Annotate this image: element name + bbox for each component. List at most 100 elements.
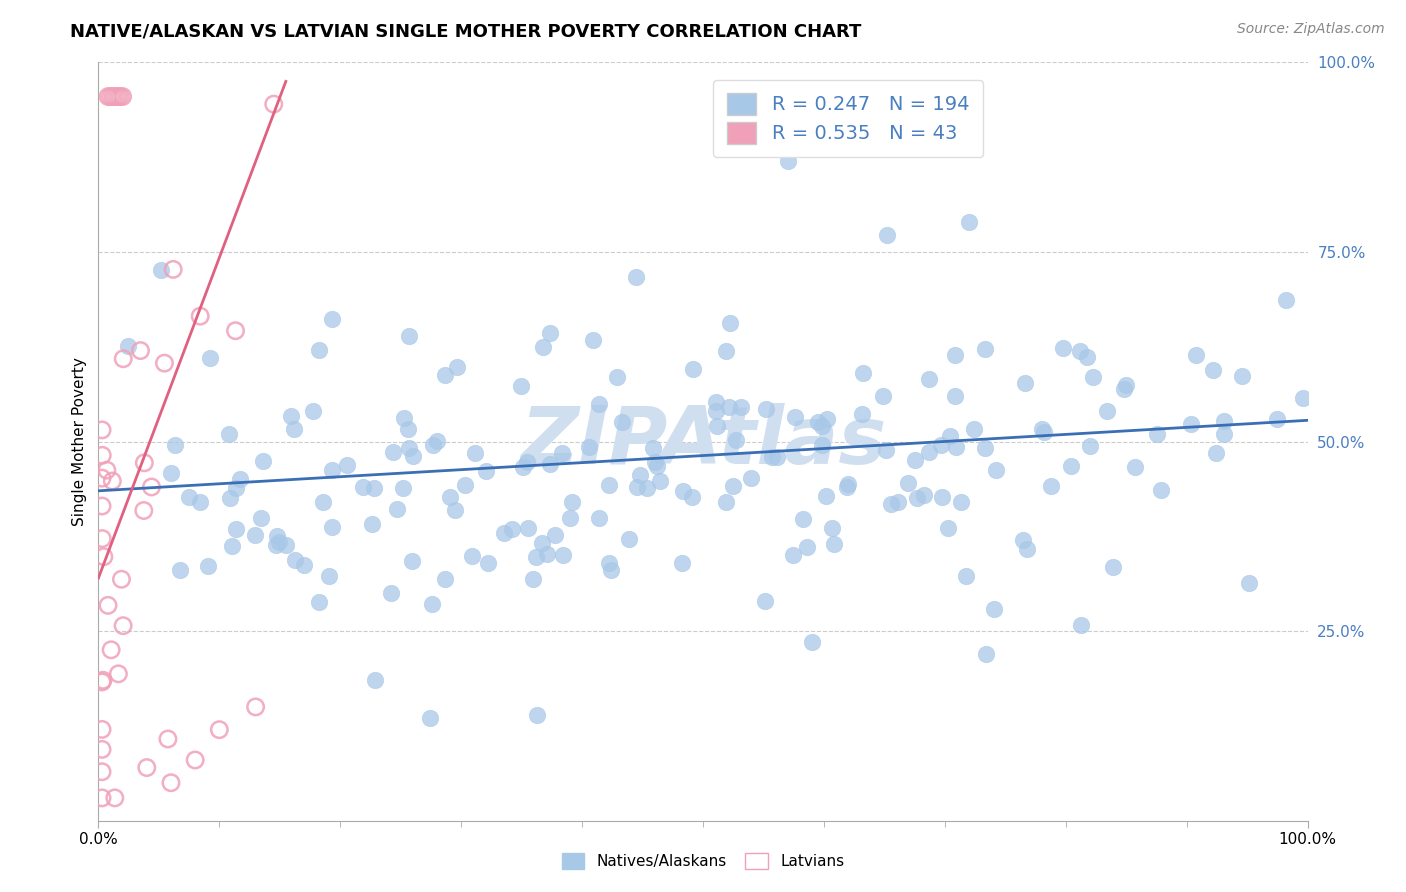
Point: [225, 481, 247, 495]
Point: [1213, 414, 1236, 428]
Point: [96, 463, 118, 477]
Point: [918, 444, 941, 458]
Point: [1212, 426, 1234, 441]
Point: [522, 572, 544, 586]
Point: [228, 472, 250, 486]
Point: [761, 450, 783, 464]
Point: [1146, 426, 1168, 441]
Point: [302, 404, 325, 418]
Point: [509, 379, 531, 393]
Point: [1012, 533, 1035, 547]
Point: [1031, 422, 1053, 436]
Point: [624, 270, 647, 285]
Point: [785, 410, 807, 425]
Point: [335, 458, 357, 473]
Point: [598, 556, 620, 570]
Point: [402, 449, 425, 463]
Point: [108, 89, 131, 103]
Point: [718, 317, 741, 331]
Point: [1292, 391, 1315, 405]
Point: [851, 407, 873, 421]
Point: [875, 443, 897, 458]
Point: [100, 89, 122, 103]
Point: [538, 457, 561, 471]
Point: [852, 366, 875, 380]
Point: [782, 549, 804, 563]
Point: [904, 452, 927, 467]
Point: [283, 422, 305, 436]
Point: [626, 480, 648, 494]
Point: [225, 522, 247, 536]
Point: [398, 329, 420, 343]
Point: [100, 642, 122, 657]
Point: [918, 371, 941, 385]
Point: [91, 423, 114, 437]
Point: [91, 673, 114, 688]
Point: [578, 441, 600, 455]
Point: [754, 593, 776, 607]
Point: [939, 428, 962, 442]
Point: [1060, 459, 1083, 474]
Point: [1101, 560, 1123, 574]
Point: [129, 343, 152, 358]
Point: [380, 586, 402, 600]
Point: [91, 499, 114, 513]
Point: [876, 227, 898, 242]
Point: [606, 369, 628, 384]
Point: [1052, 341, 1074, 355]
Point: [706, 419, 728, 434]
Point: [872, 389, 894, 403]
Point: [588, 397, 610, 411]
Point: [461, 549, 484, 563]
Point: [561, 494, 583, 508]
Point: [724, 434, 747, 448]
Point: [104, 89, 127, 103]
Point: [531, 536, 554, 550]
Point: [153, 356, 176, 370]
Point: [93, 549, 115, 564]
Point: [250, 511, 273, 525]
Point: [160, 776, 183, 790]
Point: [1115, 378, 1137, 392]
Point: [104, 791, 127, 805]
Point: [321, 312, 343, 326]
Point: [394, 410, 416, 425]
Point: [225, 324, 247, 338]
Point: [197, 558, 219, 573]
Point: [730, 400, 752, 414]
Point: [321, 520, 343, 534]
Point: [938, 521, 960, 535]
Point: [117, 338, 139, 352]
Point: [973, 441, 995, 455]
Point: [1237, 575, 1260, 590]
Point: [516, 455, 538, 469]
Point: [524, 549, 547, 564]
Point: [160, 466, 183, 480]
Point: [382, 445, 405, 459]
Point: [264, 538, 287, 552]
Point: [943, 389, 966, 403]
Point: [243, 528, 266, 542]
Point: [198, 351, 221, 366]
Legend: R = 0.247   N = 194, R = 0.535   N = 43  : R = 0.247 N = 194, R = 0.535 N = 43: [713, 79, 983, 157]
Point: [983, 602, 1005, 616]
Point: [912, 488, 935, 502]
Point: [931, 490, 953, 504]
Point: [929, 438, 952, 452]
Point: [823, 537, 845, 551]
Point: [811, 418, 834, 433]
Point: [974, 342, 997, 356]
Point: [135, 760, 157, 774]
Point: [312, 495, 335, 509]
Point: [672, 484, 695, 499]
Point: [434, 573, 457, 587]
Point: [543, 527, 565, 541]
Point: [648, 475, 671, 489]
Point: [755, 402, 778, 417]
Point: [837, 480, 859, 494]
Point: [492, 525, 515, 540]
Point: [162, 262, 184, 277]
Point: [112, 618, 135, 632]
Point: [880, 497, 903, 511]
Point: [398, 441, 420, 455]
